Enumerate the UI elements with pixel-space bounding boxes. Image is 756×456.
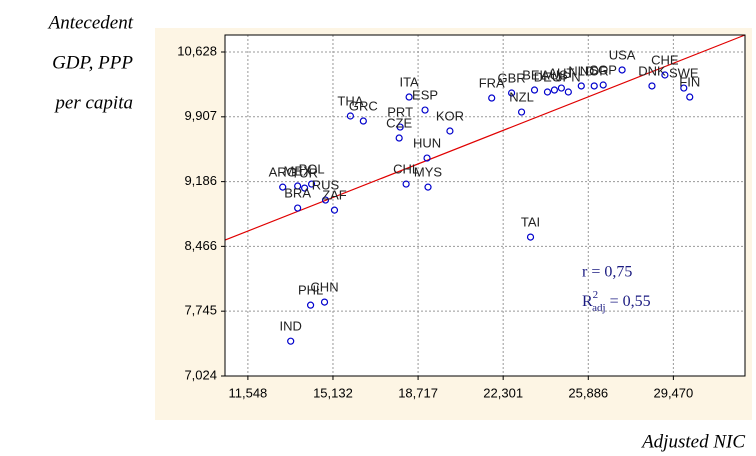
point-label: CHN bbox=[310, 280, 338, 295]
point-label: USA bbox=[609, 47, 636, 62]
point-label: GBR bbox=[498, 70, 526, 85]
trend-line bbox=[224, 34, 746, 241]
point-label: RUS bbox=[312, 177, 340, 192]
point bbox=[424, 183, 432, 191]
point bbox=[396, 123, 404, 131]
point bbox=[279, 183, 287, 191]
point-label: POL bbox=[299, 161, 325, 176]
point-label: PHL bbox=[298, 283, 323, 298]
point-label: ITA bbox=[399, 74, 419, 89]
x-tick-label: 18,717 bbox=[398, 385, 438, 400]
point bbox=[423, 154, 431, 162]
point-label: CHE bbox=[651, 52, 679, 67]
point bbox=[307, 180, 316, 188]
point bbox=[330, 206, 339, 214]
point-label: PRT bbox=[387, 104, 413, 119]
point bbox=[294, 204, 302, 212]
point-label: KOR bbox=[436, 108, 464, 123]
annotation-r2-base: R bbox=[582, 293, 593, 310]
y-tick-label: 9,186 bbox=[184, 173, 217, 188]
point-label: AUS bbox=[541, 67, 568, 82]
point bbox=[590, 82, 598, 90]
point bbox=[488, 94, 496, 102]
point bbox=[648, 82, 656, 90]
point-label: IND bbox=[279, 319, 301, 334]
point-label: FIN bbox=[679, 74, 700, 89]
point bbox=[294, 182, 302, 190]
plot-frame bbox=[224, 34, 746, 377]
point bbox=[321, 196, 330, 204]
point-label: DNK bbox=[638, 63, 666, 78]
point bbox=[301, 184, 309, 192]
point-label: DEU bbox=[534, 69, 561, 84]
point-label: NLD bbox=[568, 63, 594, 78]
point bbox=[517, 108, 526, 116]
point-label: NZL bbox=[509, 89, 534, 104]
point bbox=[543, 88, 552, 96]
point bbox=[405, 93, 413, 101]
point-label: BRA bbox=[284, 185, 311, 200]
x-tick-label: 29,470 bbox=[653, 385, 693, 400]
y-tick-label: 7,024 bbox=[184, 367, 217, 382]
annotation-r2-sub: adj bbox=[592, 302, 605, 314]
annotation-r2: R2 adj = 0,55 bbox=[582, 289, 651, 314]
point bbox=[686, 93, 694, 101]
point-label: TUR bbox=[291, 166, 318, 181]
y-axis-label: GDP, PPP bbox=[52, 52, 133, 73]
point-label: ESP bbox=[412, 88, 438, 103]
point bbox=[446, 127, 454, 135]
point-label: GRC bbox=[349, 98, 378, 113]
x-tick-label: 11,548 bbox=[228, 385, 267, 400]
x-tick-label: 15,132 bbox=[313, 385, 353, 400]
point-label: MEX bbox=[284, 163, 313, 178]
point-label: TAI bbox=[521, 215, 540, 230]
point-label: FRA bbox=[479, 75, 505, 90]
x-tick-label: 25,886 bbox=[568, 385, 608, 400]
point-label: MYS bbox=[414, 165, 443, 180]
point bbox=[680, 84, 688, 92]
point bbox=[526, 233, 535, 241]
point bbox=[320, 298, 329, 306]
point bbox=[618, 66, 626, 74]
point bbox=[599, 81, 607, 89]
point bbox=[661, 71, 669, 79]
point bbox=[550, 86, 559, 94]
point-label: JPN bbox=[556, 69, 581, 84]
point bbox=[577, 82, 585, 90]
point-label: HUN bbox=[413, 136, 441, 151]
point bbox=[530, 86, 539, 94]
y-tick-label: 7,745 bbox=[184, 303, 217, 318]
x-axis-label: Adjusted NIC bbox=[640, 431, 745, 452]
point-label: ZAF bbox=[322, 188, 347, 203]
x-tick-label: 22,301 bbox=[483, 385, 523, 400]
annotation-r: r = 0,75 bbox=[582, 264, 632, 281]
y-tick-label: 8,466 bbox=[184, 238, 217, 253]
point bbox=[564, 88, 572, 96]
point bbox=[508, 89, 516, 97]
point bbox=[359, 117, 367, 125]
point bbox=[421, 106, 429, 114]
point-label: ARG bbox=[269, 165, 297, 180]
y-tick-label: 10,628 bbox=[177, 43, 217, 58]
point-label: CHL bbox=[393, 161, 419, 176]
point-label: SGP bbox=[589, 62, 616, 77]
point bbox=[346, 112, 355, 120]
point bbox=[306, 301, 315, 309]
y-tick-label: 9,907 bbox=[184, 108, 217, 123]
point bbox=[287, 337, 295, 345]
point-label: SWE bbox=[669, 65, 699, 80]
y-axis-label: Antecedent bbox=[47, 12, 134, 33]
annotation-r2-sup: 2 bbox=[593, 289, 599, 301]
point-label: THA bbox=[337, 93, 363, 108]
point bbox=[395, 134, 403, 142]
point-label: BEL bbox=[522, 67, 547, 82]
point-label: AUT bbox=[548, 65, 574, 80]
annotation-r2-value: = 0,55 bbox=[606, 293, 651, 310]
point bbox=[402, 180, 410, 188]
y-axis-label: per capita bbox=[53, 92, 133, 113]
point-label: NOR bbox=[580, 63, 609, 78]
point-label: CZE bbox=[386, 115, 412, 130]
point bbox=[557, 84, 565, 92]
